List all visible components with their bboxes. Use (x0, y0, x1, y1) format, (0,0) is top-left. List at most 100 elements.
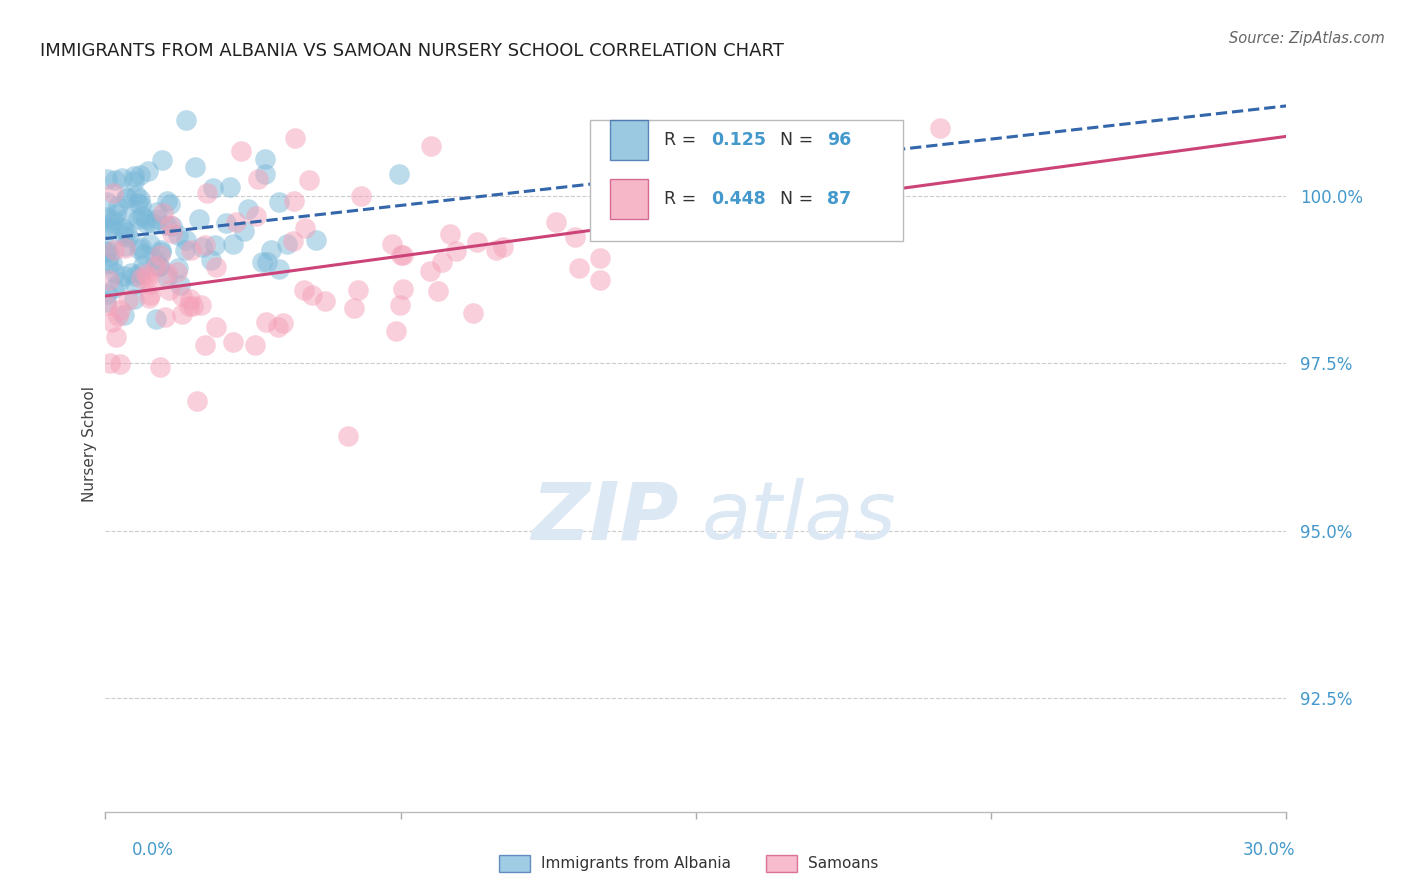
Point (177, 300, 200, 314)
Text: R =: R = (664, 190, 702, 208)
Point (150, 244, 173, 258)
Point (254, 315, 277, 329)
Point (138, 237, 160, 252)
Point (444, 244, 467, 259)
Point (589, 273, 612, 287)
Point (336, 429, 359, 443)
Point (98, 356, 121, 370)
Point (127, 211, 149, 226)
Point (260, 243, 283, 257)
Point (117, 225, 139, 239)
Point (194, 338, 217, 352)
Point (389, 248, 412, 262)
Point (271, 316, 294, 330)
Point (174, 113, 197, 128)
Text: ZIP: ZIP (531, 478, 678, 557)
Text: R =: R = (664, 131, 702, 149)
Point (124, 269, 146, 284)
Point (146, 211, 169, 226)
Point (136, 164, 159, 178)
Point (100, 314, 122, 328)
Point (184, 160, 207, 174)
Point (201, 181, 224, 195)
Point (149, 359, 172, 374)
Point (301, 288, 323, 302)
Point (588, 252, 610, 266)
Point (138, 292, 160, 306)
Point (131, 271, 153, 285)
Point (253, 167, 276, 181)
Point (128, 242, 150, 256)
Point (101, 256, 124, 270)
Point (381, 236, 404, 251)
Text: N =: N = (780, 190, 818, 208)
Point (172, 307, 194, 321)
Point (114, 238, 136, 252)
Point (384, 325, 406, 339)
Point (103, 281, 125, 295)
Point (98, 220, 121, 235)
Point (245, 210, 267, 224)
Point (204, 237, 226, 252)
Point (391, 248, 413, 262)
Point (314, 293, 336, 308)
Point (152, 206, 174, 220)
Point (156, 266, 179, 280)
Point (170, 289, 193, 303)
Point (229, 144, 252, 158)
Point (343, 301, 366, 315)
Point (419, 139, 441, 153)
Text: 0.0%: 0.0% (132, 841, 173, 859)
Point (630, 175, 652, 189)
Point (246, 172, 269, 186)
Point (276, 237, 298, 252)
Text: 96: 96 (827, 131, 851, 149)
Point (461, 305, 484, 319)
Point (596, 201, 619, 215)
Point (159, 197, 181, 211)
Point (96, 244, 118, 258)
Point (167, 261, 190, 276)
Point (388, 167, 411, 181)
Point (195, 186, 218, 200)
Point (283, 194, 305, 209)
Text: Source: ZipAtlas.com: Source: ZipAtlas.com (1229, 31, 1385, 46)
Point (108, 275, 131, 289)
FancyBboxPatch shape (610, 178, 648, 219)
Point (124, 277, 146, 291)
Point (169, 278, 191, 293)
Point (135, 212, 157, 227)
Point (143, 253, 166, 268)
Point (157, 283, 180, 297)
Point (215, 216, 238, 230)
Point (96, 238, 118, 252)
Point (350, 189, 373, 203)
Point (267, 320, 290, 334)
Point (160, 226, 183, 240)
Point (186, 394, 208, 409)
Point (269, 194, 291, 209)
Point (222, 237, 245, 252)
Point (148, 260, 170, 274)
Point (174, 244, 197, 258)
Text: atlas: atlas (702, 478, 897, 557)
Point (427, 284, 450, 298)
Point (112, 269, 135, 284)
Point (101, 186, 124, 200)
Point (131, 209, 153, 223)
Point (284, 131, 307, 145)
Point (153, 310, 176, 324)
Point (136, 270, 159, 285)
Point (162, 219, 184, 234)
Point (388, 298, 411, 312)
Point (111, 170, 134, 185)
Point (135, 268, 157, 282)
Point (128, 192, 150, 206)
FancyBboxPatch shape (610, 120, 648, 161)
Point (190, 298, 212, 312)
Point (155, 194, 177, 209)
Point (796, 168, 818, 182)
Point (110, 357, 132, 371)
Text: 0.125: 0.125 (711, 131, 766, 149)
Point (104, 173, 127, 187)
